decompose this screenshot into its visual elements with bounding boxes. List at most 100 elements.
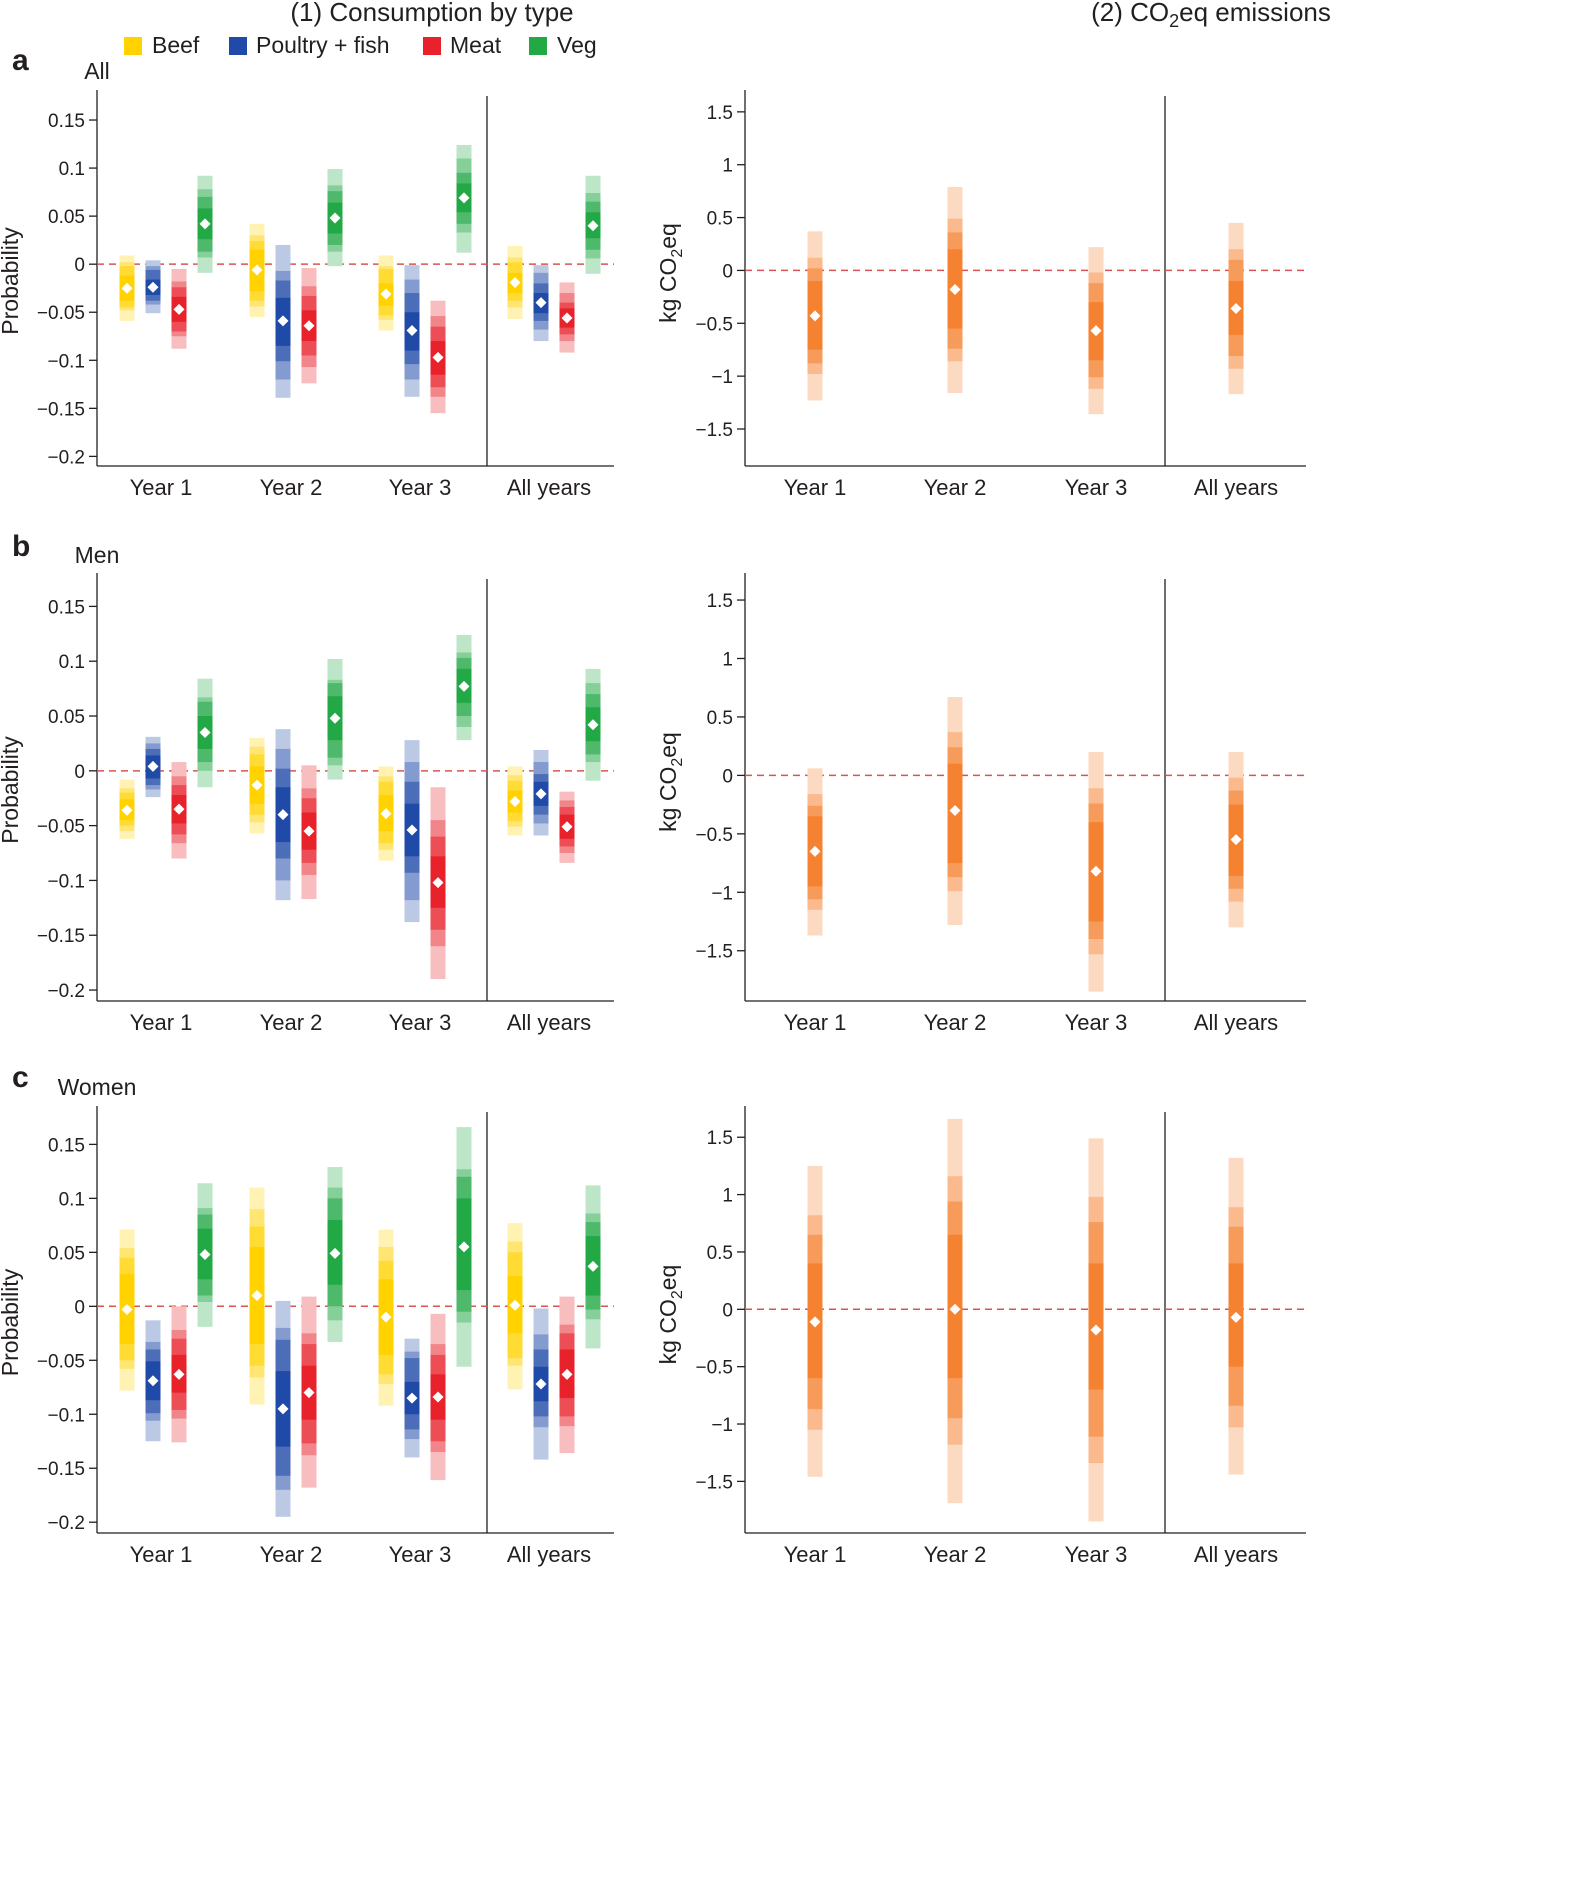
- interval-co2eq-year-1: [807, 768, 823, 936]
- y-tick-label: 1.5: [707, 103, 733, 124]
- point-estimate-marker: [173, 303, 185, 315]
- panel-letter: c: [12, 1061, 29, 1094]
- y-tick-label: 0.1: [59, 1189, 85, 1210]
- point-estimate-marker: [432, 877, 444, 889]
- interval-beef-year-3: [378, 255, 394, 331]
- y-tick-label: 0.1: [59, 159, 85, 180]
- interval-co2eq-year-2: [947, 186, 963, 394]
- interval-meat-year-2: [301, 268, 317, 384]
- x-tick-label: Year 2: [924, 1542, 987, 1567]
- chart-a-consumption: a All 0.15 0.1 0.05 0 −0.05 −0.1 −0.15 −0.2 Probab…: [0, 44, 614, 500]
- interval-beef-all-years: [507, 1223, 523, 1390]
- point-estimate-marker: [277, 809, 289, 821]
- x-tick-label: All years: [507, 1542, 591, 1567]
- interval-co2eq-year-2: [947, 697, 963, 926]
- x-tick-label: Year 1: [130, 475, 193, 500]
- point-estimate-marker: [587, 220, 599, 232]
- point-estimate-marker: [949, 1303, 961, 1315]
- y-axis-label: kg CO2eq: [655, 223, 686, 323]
- x-tick-label: All years: [1194, 1010, 1278, 1035]
- point-estimate-marker: [251, 779, 263, 791]
- point-estimate-marker: [535, 788, 547, 800]
- interval-poultry-fish-year-2: [275, 244, 291, 398]
- x-tick-label: Year 1: [784, 475, 847, 500]
- x-tick-label: Year 2: [924, 1010, 987, 1035]
- y-tick-label: −0.5: [695, 1358, 733, 1379]
- x-tick-label: Year 3: [389, 1542, 452, 1567]
- panel-subtitle: Women: [58, 1074, 137, 1100]
- panel-subtitle: Men: [75, 542, 120, 568]
- interval-beef-all-years: [507, 766, 523, 836]
- interval-veg-year-1: [197, 1183, 213, 1327]
- interval-beef-year-2: [249, 1187, 265, 1405]
- interval-beef-year-1: [119, 1229, 135, 1391]
- interval-poultry-fish-year-3: [404, 1338, 420, 1458]
- point-estimate-marker: [121, 804, 133, 816]
- panel-letter: b: [12, 530, 30, 563]
- legend-label: Veg: [557, 32, 597, 58]
- y-tick-label: −0.2: [47, 1513, 85, 1534]
- interval-co2eq-all-years: [1228, 1157, 1244, 1475]
- point-estimate-marker: [1090, 865, 1102, 877]
- point-estimate-marker: [329, 212, 341, 224]
- point-estimate-marker: [199, 726, 211, 738]
- x-tick-label: Year 3: [1065, 1542, 1128, 1567]
- point-estimate-marker: [535, 1378, 547, 1390]
- x-tick-label: Year 1: [130, 1010, 193, 1035]
- y-tick-label: −1.5: [695, 420, 733, 441]
- x-tick-label: All years: [1194, 1542, 1278, 1567]
- chart-a-emissions: 1.5 1 0.5 0 −0.5 −1 −1.5 kg CO2eq Year 1 Year 2 Ye…: [655, 90, 1306, 500]
- legend-label: Poultry + fish: [256, 32, 390, 58]
- point-estimate-marker: [509, 1299, 521, 1311]
- y-tick-label: −0.5: [695, 825, 733, 846]
- y-tick-label: 1: [722, 649, 733, 670]
- y-tick-label: 1: [722, 1186, 733, 1207]
- panels: a All 0.15 0.1 0.05 0 −0.05 −0.1 −0.15 −0.2 Probab…: [0, 44, 1306, 1567]
- x-tick-label: Year 2: [260, 1010, 323, 1035]
- point-estimate-marker: [380, 808, 392, 820]
- y-tick-label: 1: [722, 156, 733, 177]
- point-estimate-marker: [251, 1290, 263, 1302]
- interval-beef-year-2: [249, 737, 265, 834]
- point-estimate-marker: [303, 320, 315, 332]
- point-estimate-marker: [809, 310, 821, 322]
- interval-beef-year-2: [249, 223, 265, 318]
- interval-veg-year-1: [197, 175, 213, 273]
- y-tick-label: 0.1: [59, 652, 85, 673]
- x-tick-label: Year 2: [260, 475, 323, 500]
- interval-co2eq-all-years: [1228, 752, 1244, 928]
- x-tick-label: Year 1: [130, 1542, 193, 1567]
- y-tick-label: 0: [722, 766, 733, 787]
- interval-co2eq-year-2: [947, 1118, 963, 1504]
- y-tick-label: −1: [711, 367, 733, 388]
- interval-meat-year-1: [171, 268, 187, 349]
- point-estimate-marker: [199, 1248, 211, 1260]
- y-tick-label: 0.15: [48, 111, 85, 132]
- point-estimate-marker: [303, 1387, 315, 1399]
- interval-meat-year-1: [171, 762, 187, 859]
- y-tick-label: 0.5: [707, 708, 733, 729]
- point-estimate-marker: [587, 719, 599, 731]
- interval-meat-year-3: [430, 300, 446, 414]
- y-tick-label: 0: [722, 1300, 733, 1321]
- y-tick-label: 0: [74, 1297, 85, 1318]
- chart-b-consumption: b Men 0.15 0.1 0.05 0 −0.05 −0.1 −0.15 −0.2 Probab…: [0, 530, 614, 1035]
- point-estimate-marker: [432, 1391, 444, 1403]
- point-estimate-marker: [173, 803, 185, 815]
- point-estimate-marker: [1090, 1324, 1102, 1336]
- interval-co2eq-all-years: [1228, 222, 1244, 395]
- y-tick-label: 0.15: [48, 597, 85, 618]
- point-estimate-marker: [458, 1241, 470, 1253]
- point-estimate-marker: [1090, 325, 1102, 337]
- y-tick-label: −0.1: [47, 1405, 85, 1426]
- y-tick-label: 0: [74, 255, 85, 276]
- interval-veg-all-years: [585, 668, 601, 781]
- chart-c-emissions: 1.5 1 0.5 0 −0.5 −1 −1.5 kg CO2eq Year 1 Year 2 Ye…: [655, 1106, 1306, 1567]
- interval-co2eq-year-3: [1088, 247, 1104, 415]
- interval-poultry-fish-all-years: [533, 1308, 549, 1460]
- interval-veg-all-years: [585, 175, 601, 274]
- interval-meat-all-years: [559, 282, 575, 353]
- y-tick-label: 0: [74, 762, 85, 783]
- y-tick-label: −0.5: [695, 314, 733, 335]
